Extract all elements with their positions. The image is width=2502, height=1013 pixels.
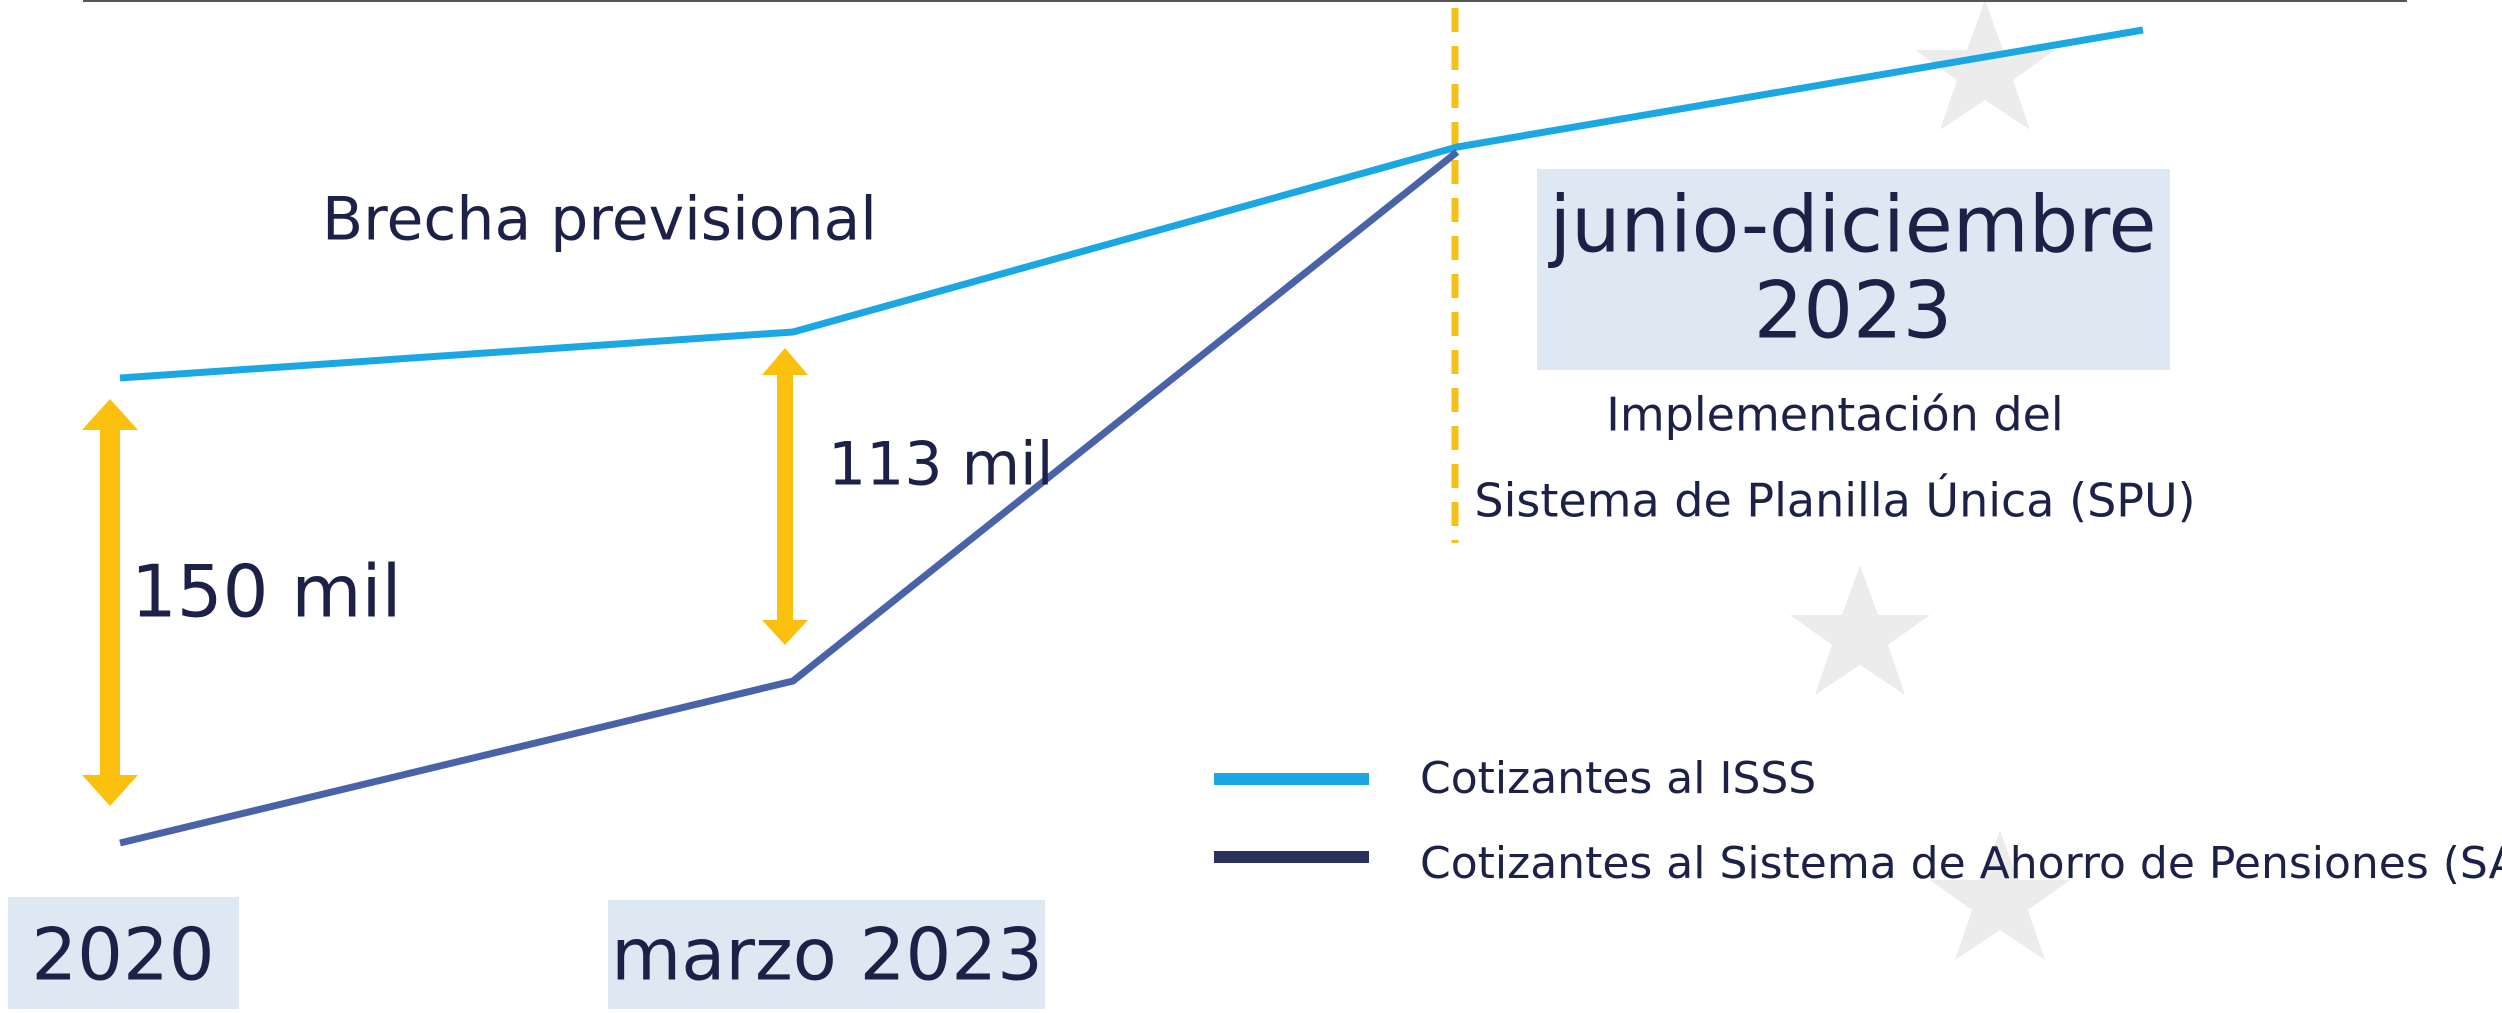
gap-label: 150 mil	[131, 550, 401, 634]
callout-title: 2023	[1754, 266, 1953, 356]
legend-label: Cotizantes al Sistema de Ahorro de Pensi…	[1420, 838, 2502, 889]
gap-arrow	[762, 348, 808, 645]
legend-label: Cotizantes al ISSS	[1420, 753, 1816, 804]
slide: Brecha previsional 150 mil 113 mil junio…	[0, 0, 2502, 1009]
gap-arrow	[82, 399, 138, 806]
annotation: Brecha previsional	[322, 185, 877, 255]
page: Brecha previsional 150 mil 113 mil junio…	[0, 0, 2502, 1009]
period-label: 2020	[31, 913, 214, 997]
callout-text: Sistema de Planilla Única (SPU)	[1474, 474, 2195, 528]
callout-text: Implementación del	[1606, 388, 2063, 442]
callout-title: junio-diciembre	[1547, 180, 2156, 270]
period-label: marzo 2023	[611, 913, 1043, 997]
gap-label: 113 mil	[828, 430, 1053, 500]
